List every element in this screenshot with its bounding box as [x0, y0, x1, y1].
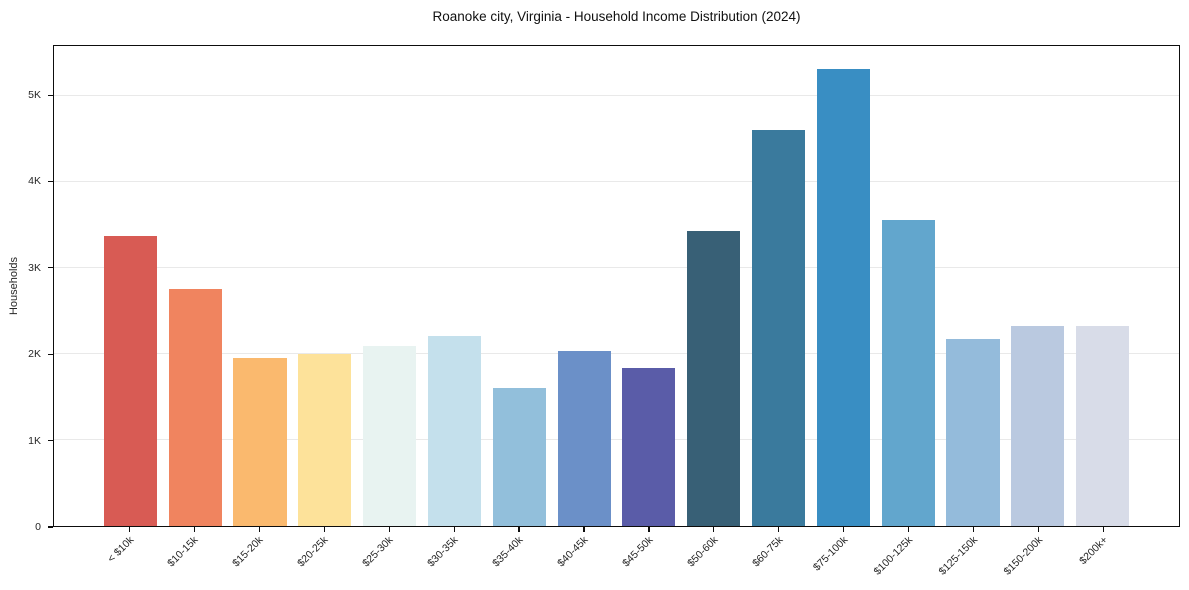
- x-tick-label: $50-60k: [685, 534, 721, 570]
- x-tick-label: $125-150k: [936, 534, 981, 578]
- bar-slot: [617, 46, 682, 526]
- bar-$10-15k: [168, 288, 222, 526]
- gridline: [54, 95, 1179, 97]
- bar-slot: [876, 46, 941, 526]
- bar-slot: [811, 46, 876, 526]
- bar-slot: [292, 46, 357, 526]
- x-tick-label: $15-20k: [230, 534, 266, 570]
- bar-slot: [487, 46, 552, 526]
- y-axis: 0 1K 2K 3K 4K 5K: [0, 45, 53, 533]
- bar-$50-60k: [687, 230, 741, 526]
- bar-$75-100k: [816, 69, 870, 526]
- gridline: [54, 439, 1179, 441]
- x-tick-label: $40-45k: [555, 534, 591, 570]
- y-tick-label: 5K: [28, 89, 41, 102]
- x-tick-label: $25-30k: [360, 534, 396, 570]
- x-tick-mark: [843, 527, 845, 532]
- gridline: [54, 353, 1179, 355]
- x-tick-mark: [973, 527, 975, 532]
- bar-slot: [746, 46, 811, 526]
- bar-$60-75k: [751, 130, 806, 526]
- bar-$100-125k: [881, 219, 935, 526]
- y-tick-mark: [48, 94, 53, 96]
- y-tick-label: 0: [35, 521, 41, 533]
- bar-slot: [1005, 46, 1070, 526]
- x-tick-mark: [518, 527, 520, 532]
- x-tick-label: $35-40k: [490, 534, 526, 570]
- bar-slot: [422, 46, 487, 526]
- x-tick-mark: [193, 527, 195, 532]
- bar-slot: [941, 46, 1006, 526]
- x-tick-label: $75-100k: [810, 534, 851, 574]
- bar-$30-35k: [427, 335, 482, 526]
- bar-$125-150k: [946, 339, 1000, 526]
- y-tick-label: 3K: [28, 261, 41, 274]
- bar-slot: [98, 46, 163, 526]
- x-tick-mark: [908, 527, 910, 532]
- bar-$25-30k: [363, 346, 417, 526]
- y-tick-mark: [48, 526, 53, 528]
- y-tick-mark: [48, 353, 53, 355]
- y-tick-mark: [48, 267, 53, 269]
- bar-$200k+: [1076, 325, 1130, 526]
- x-tick-label: < $10k: [104, 534, 136, 565]
- bar-< $10k: [103, 236, 157, 526]
- x-tick-label: $10-15k: [165, 534, 201, 570]
- x-axis: < $10k $10-15k $15-20k $20-25k $25-30k $30-35…: [53, 527, 1180, 590]
- x-tick-mark: [713, 527, 715, 532]
- chart-title: Roanoke city, Virginia - Household Incom…: [432, 9, 801, 24]
- bar-slot: [552, 46, 617, 526]
- x-tick-mark: [323, 527, 325, 532]
- x-tick-mark: [648, 527, 650, 532]
- y-tick-label: 1K: [28, 434, 41, 447]
- x-tick-mark: [128, 527, 131, 532]
- y-tick-label: 4K: [28, 175, 41, 188]
- x-tick-mark: [388, 527, 390, 532]
- y-tick-mark: [48, 440, 53, 442]
- gridline: [54, 267, 1179, 269]
- x-tick-label: $30-35k: [425, 534, 461, 570]
- x-tick-mark: [1102, 527, 1105, 532]
- x-tick-label: $200k+: [1076, 534, 1111, 568]
- x-tick-label: $45-50k: [620, 534, 656, 570]
- bars-layer: [54, 46, 1179, 526]
- plot-area: [53, 45, 1180, 527]
- x-tick-label: $60-75k: [750, 534, 786, 570]
- bar-$20-25k: [298, 353, 352, 526]
- bar-slot: [681, 46, 746, 526]
- y-tick-mark: [48, 180, 53, 183]
- bar-slot: [163, 46, 228, 526]
- x-tick-mark: [778, 527, 780, 532]
- bar-$150-200k: [1011, 326, 1065, 526]
- bar-$40-45k: [557, 351, 611, 526]
- x-tick-label: $150-200k: [1001, 534, 1046, 578]
- bar-$35-40k: [492, 387, 546, 526]
- bar-$45-50k: [622, 367, 676, 526]
- x-tick-label: $20-25k: [295, 534, 331, 570]
- bar-$15-20k: [233, 357, 287, 526]
- x-tick-mark: [583, 527, 585, 532]
- bar-slot: [1070, 46, 1135, 526]
- x-tick-mark: [453, 527, 455, 532]
- bar-slot: [228, 46, 293, 526]
- x-tick-mark: [1037, 527, 1040, 532]
- x-tick-mark: [258, 527, 260, 532]
- bar-slot: [357, 46, 422, 526]
- gridline: [54, 181, 1179, 183]
- x-tick-label: $100-125k: [871, 534, 916, 578]
- y-tick-label: 2K: [28, 348, 41, 361]
